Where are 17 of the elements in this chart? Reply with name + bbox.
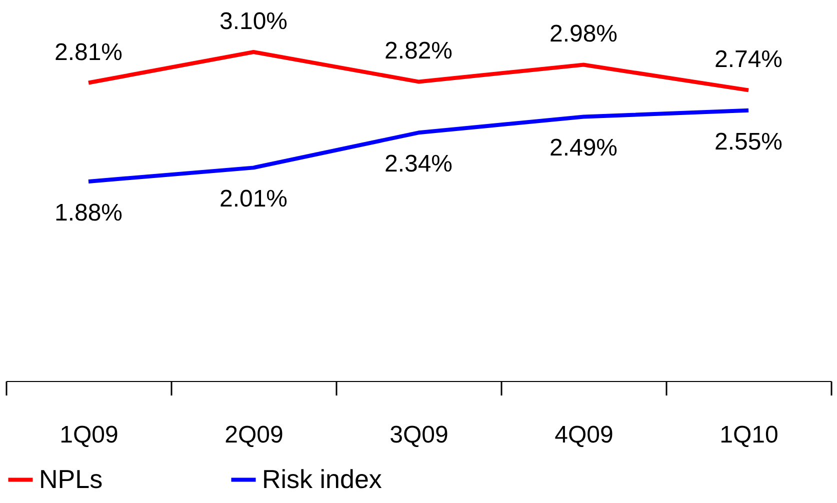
legend-label: NPLs	[39, 464, 103, 494]
data-label: 2.82%	[384, 38, 453, 65]
x-tick-label: 1Q10	[720, 422, 778, 448]
data-label: 2.81%	[54, 38, 123, 66]
data-label: 3.10%	[219, 8, 288, 35]
x-tick-label: 4Q09	[554, 422, 614, 448]
x-tick-label: 1Q09	[60, 422, 118, 448]
x-tick-label: 3Q09	[390, 422, 448, 448]
data-label: 2.34%	[384, 150, 453, 178]
data-label: 2.01%	[219, 186, 288, 213]
data-label: 1.88%	[54, 199, 123, 226]
data-label: 2.49%	[549, 134, 618, 162]
data-label: 2.55%	[714, 128, 783, 156]
data-label: 2.74%	[714, 46, 783, 74]
data-label: 2.98%	[549, 20, 618, 48]
legend-label: Risk index	[262, 464, 382, 494]
x-tick-label: 2Q09	[224, 422, 284, 448]
